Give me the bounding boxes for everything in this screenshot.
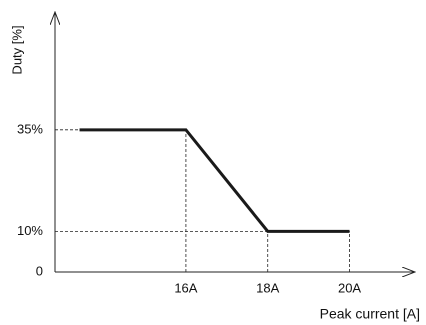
data-line	[79, 128, 350, 233]
y-tick-label: 35%	[17, 121, 43, 136]
x-tick-label: 18A	[256, 280, 279, 295]
y-tick-label: 10%	[17, 223, 43, 238]
x-axis-label: Peak current [A]	[320, 306, 420, 322]
y-tick-label: 0	[36, 263, 43, 278]
y-axis-label: Duty [%]	[9, 25, 24, 74]
x-tick-label: 20A	[338, 280, 361, 295]
x-tick-label: 16A	[174, 280, 197, 295]
